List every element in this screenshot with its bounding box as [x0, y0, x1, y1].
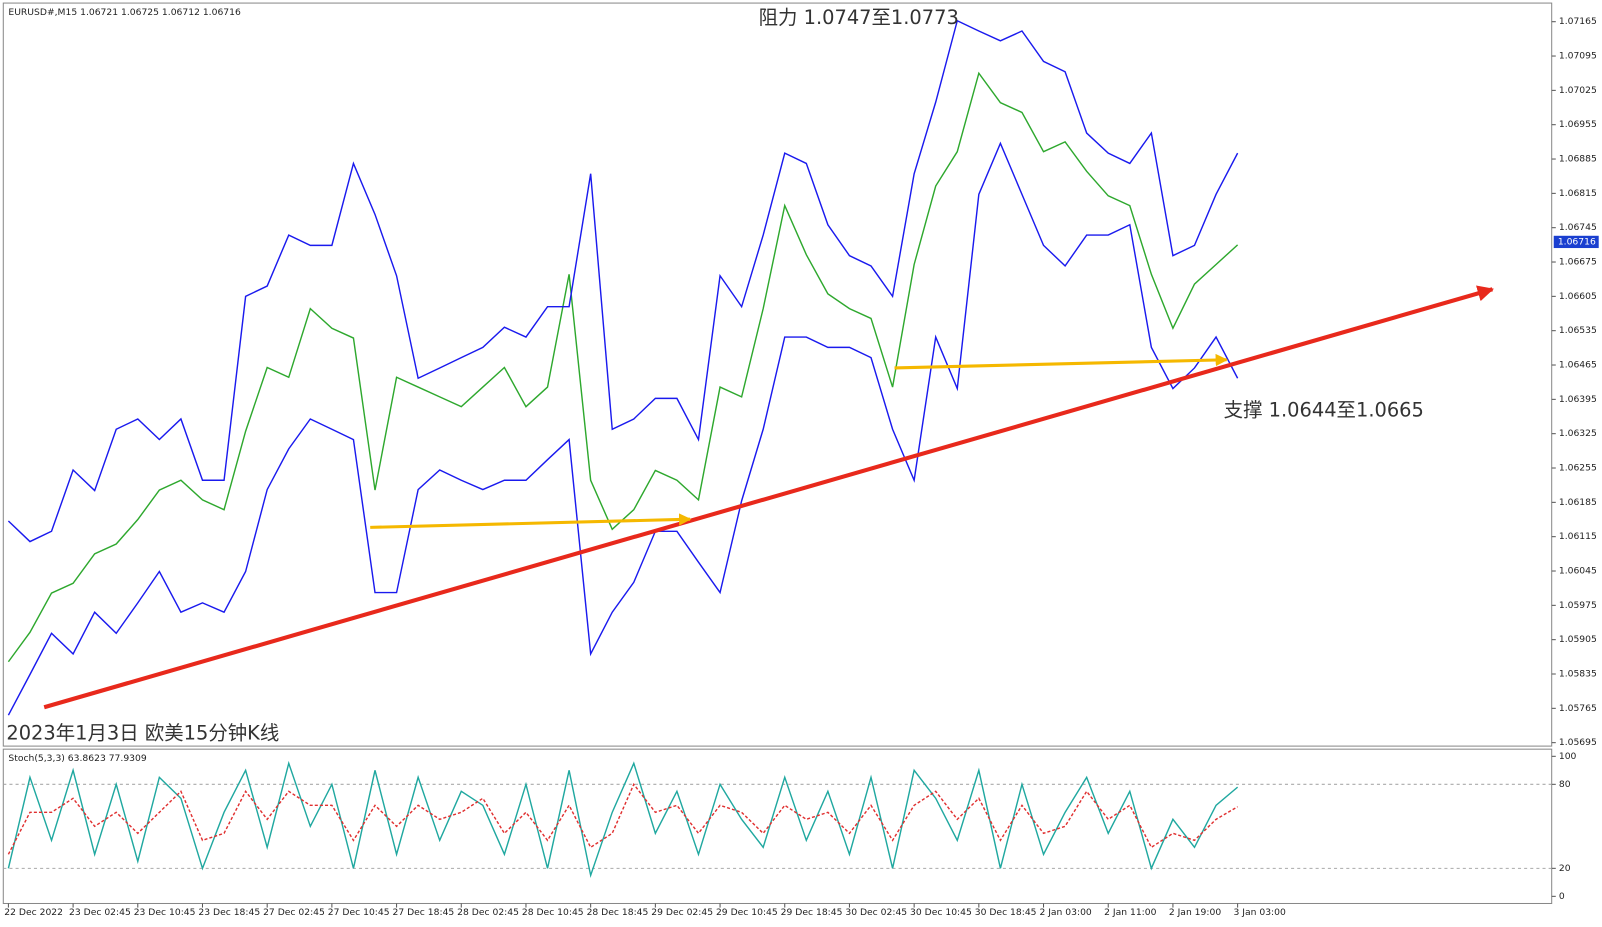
y-tick-label: 1.06465	[1559, 360, 1597, 371]
y-tick-label: 1.06255	[1559, 463, 1597, 474]
x-tick-label: 28 Dec 18:45	[587, 907, 649, 918]
x-tick-label: 30 Dec 18:45	[975, 907, 1037, 918]
y-tick-label: 1.05695	[1559, 737, 1597, 748]
support-arrow	[894, 353, 1228, 370]
stoch-panel	[2, 748, 1553, 905]
x-tick-label: 2 Jan 03:00	[1039, 907, 1091, 918]
annotation: 阻力 1.0747至1.0773	[759, 6, 959, 29]
x-tick-label: 27 Dec 02:45	[263, 907, 325, 918]
x-tick-label: 2 Jan 19:00	[1169, 907, 1221, 918]
y-tick-label: 1.06325	[1559, 428, 1597, 439]
x-tick-label: 23 Dec 02:45	[69, 907, 131, 918]
x-tick-label: 27 Dec 18:45	[392, 907, 454, 918]
x-tick-label: 30 Dec 10:45	[910, 907, 972, 918]
x-tick-label: 2 Jan 11:00	[1104, 907, 1156, 918]
main-panel	[2, 2, 1553, 747]
y-tick-label: 0	[1559, 891, 1565, 902]
y-tick-label: 100	[1559, 751, 1577, 762]
annotation: 支撑 1.0644至1.0665	[1224, 398, 1424, 421]
x-tick-label: 3 Jan 03:00	[1234, 907, 1286, 918]
y-tick-label: 1.06115	[1559, 531, 1597, 542]
current-price-box	[1553, 235, 1599, 249]
y-tick-label: 1.06955	[1559, 119, 1597, 130]
y-tick-label: 1.07025	[1559, 85, 1597, 96]
y-tick-label: 1.06675	[1559, 257, 1597, 268]
series-line	[7, 782, 1238, 855]
x-tick-label: 30 Dec 02:45	[845, 907, 907, 918]
current-price-label: 1.06716	[1558, 236, 1596, 247]
x-tick-label: 29 Dec 18:45	[781, 907, 843, 918]
y-tick-label: 1.05765	[1559, 703, 1597, 714]
y-tick-label: 1.06885	[1559, 154, 1597, 165]
y-tick-label: 1.07095	[1559, 51, 1597, 62]
trend-line	[43, 285, 1494, 710]
x-tick-label: 28 Dec 10:45	[522, 907, 584, 918]
x-tick-label: 22 Dec 2022	[4, 907, 63, 918]
y-tick-label: 1.06395	[1559, 394, 1597, 405]
series-line	[7, 760, 1239, 879]
y-tick-label: 1.05835	[1559, 669, 1597, 680]
y-tick-label: 1.05975	[1559, 600, 1597, 611]
y-tick-label: 1.06745	[1559, 222, 1597, 233]
x-tick-label: 23 Dec 18:45	[198, 907, 260, 918]
x-tick-label: 28 Dec 02:45	[457, 907, 519, 918]
y-tick-label: 1.06535	[1559, 325, 1597, 336]
x-tick-label: 23 Dec 10:45	[134, 907, 196, 918]
y-tick-label: 1.06185	[1559, 497, 1597, 508]
support-arrow	[370, 513, 692, 529]
series-line	[7, 19, 1239, 543]
y-tick-label: 1.05905	[1559, 634, 1597, 645]
y-tick-label: 1.07165	[1559, 16, 1597, 27]
y-tick-label: 1.06605	[1559, 291, 1597, 302]
y-tick-label: 20	[1559, 863, 1571, 874]
x-tick-label: 29 Dec 10:45	[716, 907, 778, 918]
x-tick-label: 27 Dec 10:45	[328, 907, 390, 918]
x-tick-label: 29 Dec 02:45	[651, 907, 713, 918]
chart-title: EURUSD#,M15 1.06721 1.06725 1.06712 1.06…	[8, 7, 241, 18]
series-line	[7, 141, 1239, 716]
y-tick-label: 1.06815	[1559, 188, 1597, 199]
indicator-title: Stoch(5,3,3) 63.8623 77.9309	[8, 753, 146, 764]
y-tick-label: 80	[1559, 779, 1571, 790]
annotation: 2023年1月3日 欧美15分钟K线	[6, 721, 279, 744]
y-tick-label: 1.06045	[1559, 566, 1597, 577]
